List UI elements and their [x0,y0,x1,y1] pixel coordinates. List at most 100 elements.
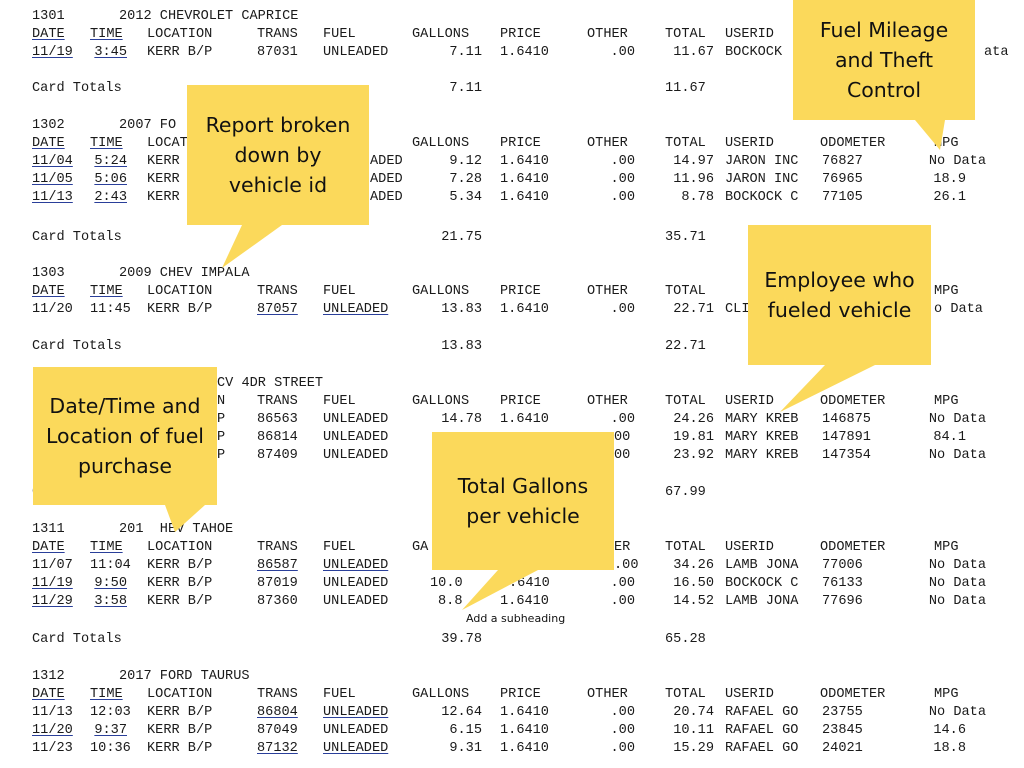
cell-date: 11/19 [32,45,73,60]
vehicle-name: 2007 FO [119,118,177,133]
col-header-date: DATE [32,284,65,299]
cell-mpg: No Data [928,594,986,609]
col-header-other: OTHER [587,136,628,151]
cell-price: 1.6410 [500,741,549,756]
cell-mpg: ata [984,45,1009,60]
cell-userid: JARON INC [725,154,799,169]
callout-datetime-location-text: Date/Time and Location of fuel purchase [45,394,204,478]
cell-other: .00 [610,705,635,720]
col-header-fuel: FUEL [323,394,356,409]
cell-other: .00 [610,594,635,609]
vehicle-name: CV 4DR STREET [217,376,324,391]
cell-userid: JARON INC [725,172,799,187]
col-header-total: TOTAL [665,540,706,555]
col-header-trans: TRANS [257,540,298,555]
col-header-price: PRICE [500,394,541,409]
cell-mpg: No Data [928,558,986,573]
col-header-gallons: GALLONS [412,136,470,151]
callout-datetime-location: Date/Time and Location of fuel purchase [33,367,217,505]
cell-mpg: No Data [928,705,986,720]
cell-total: 14.52 [673,594,714,609]
col-header-total: TOTAL [665,136,706,151]
cell-date: 11/29 [32,594,73,609]
cell-userid: BOCKOCK [725,45,783,60]
vehicle-id: 1312 [32,669,65,684]
cell-time: 9:50 [94,576,127,591]
cell-odometer: 23755 [822,705,863,720]
col-header-date: DATE [32,687,65,702]
cell-fuel: ADED [370,190,403,205]
cell-price: 1.6410 [500,190,549,205]
cell-odometer: 76827 [822,154,863,169]
cell-price: 1.6410 [500,594,549,609]
cell-odometer: 23845 [822,723,863,738]
col-header-other-partial: ER [614,540,631,555]
cell-mpg: 84.1 [933,430,966,445]
cell-gallons: 9.12 [449,154,482,169]
cell-fuel: UNLEADED [323,741,389,756]
cell-odometer: 77105 [822,190,863,205]
cell-location: KERR B/P [147,723,213,738]
cell-odometer: 76965 [822,172,863,187]
callout-tail-employee [780,365,875,412]
cell-gallons: 9.31 [449,741,482,756]
cell-trans: 87409 [257,448,298,463]
cell-other: .00 [610,172,635,187]
cell-total: 20.74 [673,705,714,720]
card-total-amount: 35.71 [665,230,706,245]
col-header-trans: TRANS [257,284,298,299]
col-header-location: LOCATION [147,540,213,555]
cell-mpg: 26.1 [933,190,966,205]
cell-other: .00 [614,558,639,573]
cell-gallons: 6.15 [449,723,482,738]
cell-total: 14.97 [673,154,714,169]
cell-userid: CLI [725,302,750,317]
cell-price: 1.6410 [500,45,549,60]
card-total-gallons: 13.83 [441,339,482,354]
cell-location: P [217,430,226,445]
cell-fuel: UNLEADED [323,448,389,463]
callout-tail-total-gallons [462,570,538,610]
cell-fuel: UNLEADED [323,430,389,445]
cell-date: 11/20 [32,723,73,738]
cell-other: .00 [610,412,635,427]
cell-userid: MARY KREB [725,430,799,445]
cell-location: P [217,448,226,463]
cell-other: .00 [610,741,635,756]
cell-trans: 87360 [257,594,298,609]
col-header-mpg: MPG [934,394,959,409]
card-totals-label: Card Totals [32,230,122,245]
cell-trans: 87031 [257,45,298,60]
cell-gallons: 14.78 [441,412,482,427]
cell-time: 3:45 [94,45,127,60]
col-header-total: TOTAL [665,394,706,409]
callout-tail-fuel-mileage [915,120,945,150]
col-header-other: OTHER [587,687,628,702]
cell-price: 1.6410 [500,172,549,187]
cell-location: KERR B/P [147,576,213,591]
col-header-userid: USERID [725,687,774,702]
card-total-amount: 65.28 [665,632,706,647]
col-header-odometer: ODOMETER [820,540,886,555]
cell-price: 1.6410 [500,154,549,169]
cell-total: 8.78 [681,190,714,205]
col-header-date: DATE [32,136,65,151]
cell-price: 1.6410 [500,412,549,427]
cell-gallons: 12.64 [441,705,482,720]
callout-employee-text: Employee who fueled vehicle [764,268,915,322]
cell-mpg: No Data [928,154,986,169]
cell-time: 2:43 [94,190,127,205]
callout-fuel-mileage-text: Fuel Mileage and Theft Control [819,18,949,102]
callout-total-gallons: Total Gallons per vehicle [432,432,614,570]
cell-fuel: ADED [370,172,403,187]
col-header-location: N [217,394,226,409]
cell-fuel: UNLEADED [323,302,389,317]
cell-userid: MARY KREB [725,412,799,427]
cell-other: .00 [610,576,635,591]
col-header-mpg: MPG [934,687,959,702]
card-total-amount: 67.99 [665,485,706,500]
cell-total: 23.92 [673,448,714,463]
subheading-placeholder[interactable]: Add a subheading [466,612,566,625]
cell-trans: 87019 [257,576,298,591]
